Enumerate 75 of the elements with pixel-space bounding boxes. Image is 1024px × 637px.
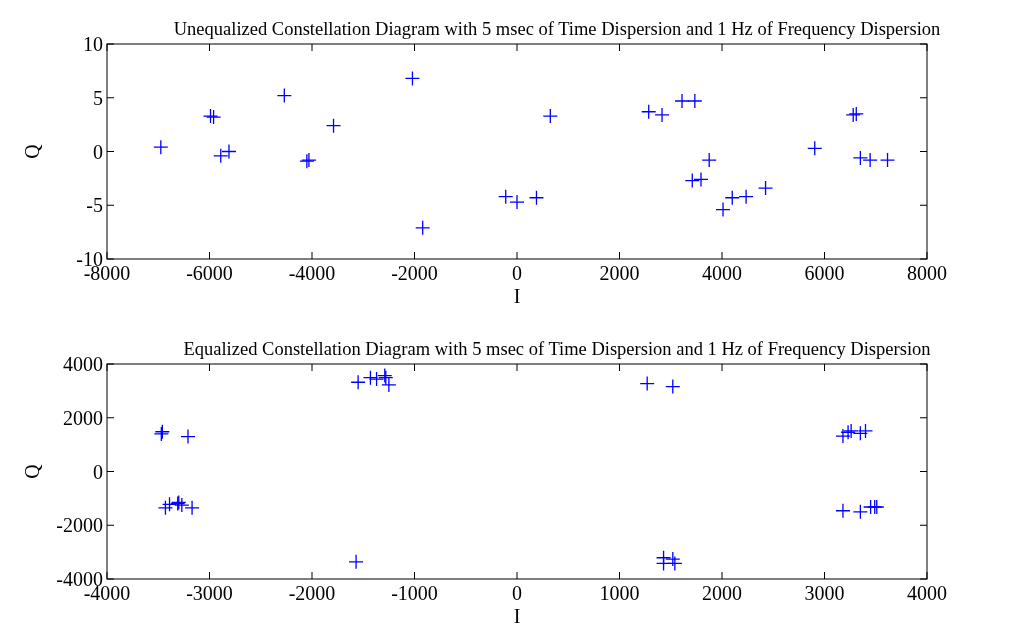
point [852, 504, 869, 520]
point [715, 201, 731, 218]
point [757, 180, 774, 196]
point [857, 423, 874, 439]
x-tick-label: 2000 [599, 262, 640, 284]
point [348, 554, 364, 570]
y-tick-label: 5 [93, 86, 103, 109]
point [835, 428, 851, 444]
x-axis-title: I [513, 605, 521, 627]
point [174, 497, 190, 513]
y-tick-label: 2000 [63, 406, 103, 429]
x-tick-label: -2000 [391, 262, 438, 284]
point [665, 551, 681, 567]
x-tick-label: 4000 [907, 582, 947, 604]
point [153, 139, 169, 155]
x-tick-label: 2000 [702, 582, 742, 604]
point [325, 118, 342, 134]
point [852, 150, 869, 166]
point [862, 152, 878, 168]
x-tick-label: 0 [512, 582, 522, 604]
x-tick-label: -4000 [288, 262, 336, 284]
point [674, 93, 690, 109]
point [184, 500, 200, 516]
point [498, 189, 514, 205]
chart-title: Unequalized Constellation Diagram with 5 msec of Time Dispersion and 1 Hz of Frequency Dispersion [173, 19, 941, 39]
y-axis-title: Q [21, 143, 43, 159]
y-tick-label: -5 [86, 194, 103, 217]
point [180, 428, 196, 445]
point [835, 503, 851, 519]
y-tick-label: 0 [93, 460, 103, 483]
x-tick-label: 0 [512, 262, 522, 284]
x-tick-label: 4000 [702, 262, 742, 284]
y-tick-label: -2000 [56, 514, 103, 537]
point [701, 152, 717, 168]
x-tick-label: -1000 [391, 582, 438, 604]
point [157, 500, 174, 516]
x-tick-label: 3000 [804, 582, 845, 604]
point [879, 152, 896, 168]
point [641, 104, 657, 120]
point [684, 172, 700, 189]
point [639, 375, 655, 392]
point [724, 190, 740, 206]
point [368, 371, 385, 387]
x-tick-label: -3000 [186, 582, 233, 604]
point [213, 148, 229, 164]
point [693, 171, 709, 188]
point [362, 370, 379, 386]
point [404, 70, 421, 87]
point [415, 220, 431, 236]
x-tick-label: -2000 [288, 582, 336, 604]
point [509, 194, 525, 210]
point [528, 190, 545, 206]
x-axis-title: I [513, 285, 521, 307]
x-tick-label: 6000 [804, 262, 845, 284]
point [542, 108, 558, 124]
point [381, 377, 397, 393]
point [350, 374, 366, 390]
point [654, 107, 670, 123]
y-axis-title: Q [21, 463, 43, 479]
point [276, 87, 292, 104]
point [738, 189, 754, 205]
x-tick-label: -6000 [186, 262, 233, 284]
x-tick-label: 1000 [599, 582, 640, 604]
y-tick-label: 4000 [63, 353, 103, 375]
y-tick-label: 10 [83, 33, 103, 55]
point [852, 425, 869, 441]
point [221, 143, 237, 160]
point [807, 140, 823, 156]
point [667, 555, 683, 572]
point [665, 378, 681, 395]
chart-title: Equalized Constellation Diagram with 5 msec of Time Dispersion and 1 Hz of Frequency Dispersion [183, 339, 931, 359]
point [161, 496, 178, 512]
point [687, 93, 703, 109]
y-tick-label: 0 [93, 140, 103, 163]
x-tick-label: 8000 [907, 262, 947, 284]
